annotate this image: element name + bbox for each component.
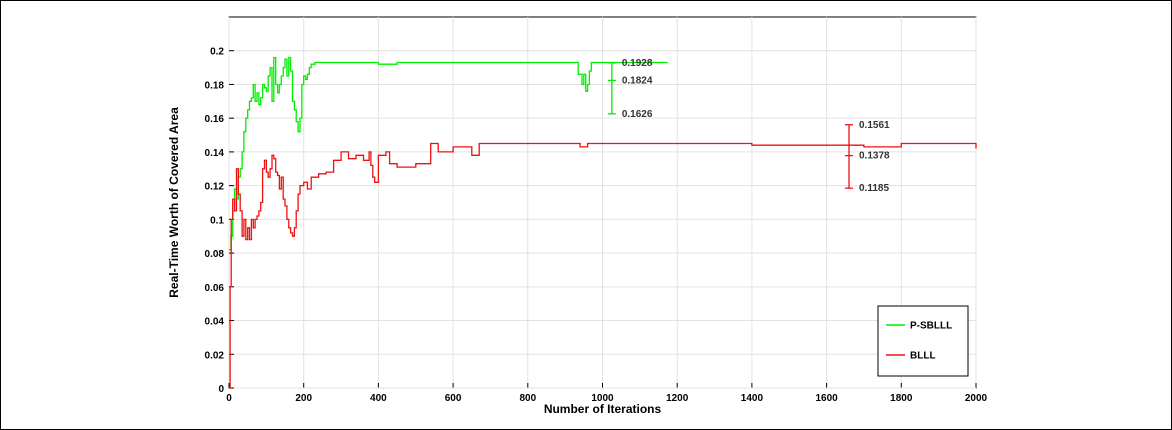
legend-label: P-SBLLL	[910, 321, 952, 332]
y-axis-label: Real-Time Worth of Covered Area	[167, 107, 181, 298]
y-tick-label: 0	[218, 384, 224, 395]
y-tick-label: 0.2	[210, 47, 224, 58]
x-tick-label: 1000	[591, 393, 614, 404]
x-tick-label: 0	[226, 393, 232, 404]
legend: P-SBLLL BLLL	[877, 305, 969, 377]
x-tick-label: 1600	[815, 393, 838, 404]
x-tick-label: 2000	[965, 393, 988, 404]
y-tick-label: 0.12	[205, 182, 225, 193]
x-tick-label: 200	[295, 393, 312, 404]
legend-label: BLLL	[910, 351, 936, 362]
error-bar-label: 0.1185	[859, 183, 889, 194]
x-tick-label: 1200	[666, 393, 689, 404]
error-bar-label: 0.1824	[622, 75, 653, 86]
x-tick-label: 800	[519, 393, 536, 404]
series-line-blll	[229, 142, 977, 389]
y-tick-label: 0.06	[205, 283, 225, 294]
x-tick-label: 1400	[741, 393, 764, 404]
error-bar-label: 0.1378	[859, 151, 890, 162]
x-tick-label: 1800	[890, 393, 913, 404]
y-tick-label: 0.18	[205, 80, 225, 91]
y-tick-label: 0.04	[205, 317, 225, 328]
series-layer	[229, 56, 977, 389]
y-tick-label: 0.1	[210, 215, 224, 226]
error-bar-label: 0.1928	[622, 58, 653, 69]
error-bar-label: 0.1561	[859, 120, 890, 131]
tick-labels: 0 200 400 600 800 1000 1200 1400 1600 1800 2000 0 0.…	[205, 47, 988, 404]
y-tick-label: 0.16	[205, 114, 225, 125]
y-tick-label: 0.08	[205, 249, 225, 260]
x-tick-label: 600	[445, 393, 462, 404]
legend-box	[877, 305, 969, 377]
x-axis-label: Number of Iterations	[544, 402, 662, 416]
error-bar-label: 0.1626	[622, 109, 653, 120]
x-tick-label: 400	[370, 393, 387, 404]
y-tick-label: 0.02	[205, 350, 225, 361]
error-bar-layer: 0.1928 0.1824 0.1626 0.1561 0.1378 0.1185	[607, 58, 890, 194]
y-tick-label: 0.14	[205, 148, 225, 159]
series-line-p-sblll	[229, 56, 668, 251]
